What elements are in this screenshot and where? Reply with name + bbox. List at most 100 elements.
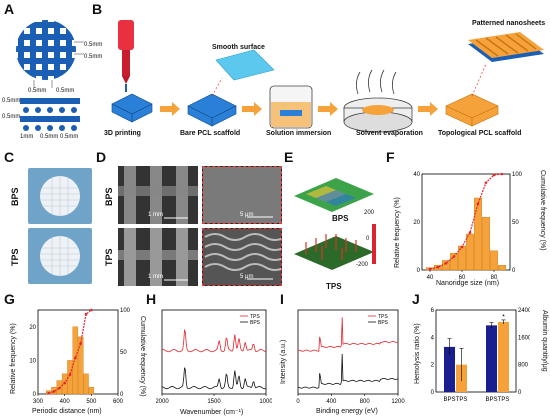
- step-label: Topological PCL scaffold: [438, 130, 522, 137]
- histogram-bar: [77, 336, 84, 395]
- dim-label: 0.5mm: [60, 134, 79, 140]
- grid-side-view: [20, 98, 80, 131]
- afm-tps-surface: [294, 236, 374, 270]
- scale-bar-label: 1 mm: [148, 212, 163, 218]
- x-tick-label: 2000: [156, 399, 169, 405]
- dim-label: 0.5mm: [40, 134, 59, 140]
- printed-scaffold-icon: [111, 93, 153, 123]
- y2-tick-label: 1600: [518, 335, 530, 341]
- cumulative-point: [452, 255, 456, 258]
- panel-b-process: [111, 20, 544, 133]
- dim-label: 0.5mm: [84, 54, 103, 60]
- dim-label: 1mm: [20, 134, 34, 140]
- cumulative-point: [68, 373, 72, 376]
- f-ylabel-right: Cumulative frequency (%): [539, 170, 546, 251]
- y2-tick-label: 100: [120, 308, 131, 314]
- legend-label-tps: TPS: [250, 314, 260, 320]
- series-line-bps: [161, 367, 267, 390]
- cumulative-point: [79, 342, 82, 345]
- bare-scaffold-icon: [187, 93, 237, 127]
- printer-nozzle-icon: [118, 20, 134, 92]
- g-ylabel-left: Relative frequency (%): [10, 323, 17, 394]
- panel-e-afm: [294, 178, 376, 270]
- afm-tick: 0: [366, 236, 370, 242]
- afm-label-tps: TPS: [326, 282, 342, 291]
- arrow-icon: [318, 102, 338, 116]
- plot-frame: [435, 309, 517, 393]
- panel-label-e: E: [284, 149, 294, 165]
- y-tick-label: 2: [431, 363, 435, 369]
- x-category-label: BPS: [485, 397, 497, 403]
- histogram-bar: [497, 264, 506, 271]
- y2-tick-label: 800: [518, 363, 529, 369]
- sem-tps-high: [202, 228, 286, 286]
- series-line-tps: [161, 328, 267, 353]
- g-xlabel: Periodic distance (nm): [32, 408, 102, 415]
- bar-albumin-tps: [498, 321, 509, 392]
- dim-label: 0.5mm: [84, 42, 103, 48]
- series-line-tps: [297, 317, 399, 352]
- cumulative-point: [460, 245, 464, 249]
- y-tick-label: 40: [413, 172, 420, 178]
- cumulative-point: [500, 172, 504, 176]
- histogram-bar: [489, 250, 498, 271]
- dim-label: 0.5mm: [2, 98, 21, 104]
- histogram-bar: [88, 387, 95, 395]
- x-tick-label: 0: [296, 399, 300, 405]
- x-category-label: TPS: [456, 397, 468, 403]
- y-tick-label: 0: [431, 390, 435, 396]
- arrow-icon: [242, 102, 262, 116]
- cumulative-line: [48, 309, 92, 394]
- y-tick-label: 10: [29, 358, 36, 364]
- afm-label-bps: BPS: [332, 214, 349, 223]
- step-label: 3D printing: [104, 130, 141, 137]
- legend-label-bps: BPS: [378, 320, 389, 326]
- y2-tick-label: 0: [120, 392, 124, 398]
- photo-bps: [28, 168, 92, 224]
- panel-label-h: H: [146, 291, 157, 307]
- y2-tick-label: 100: [512, 172, 523, 178]
- cumulative-point: [468, 231, 472, 234]
- histogram-bar: [72, 326, 79, 395]
- dim-label: 0.5mm: [28, 88, 47, 94]
- x-tick-label: 40: [427, 275, 434, 281]
- afm-tick: 200: [364, 210, 375, 216]
- bar-hemolysis-bps: [444, 346, 455, 392]
- x-tick-label: 500: [86, 399, 97, 405]
- j-ylabel-right: Albumin quantity/μg: [541, 310, 548, 372]
- x-tick-label: 1000: [259, 399, 272, 405]
- legend-label-tps: TPS: [378, 314, 388, 320]
- smooth-surface-icon: [215, 49, 275, 81]
- cumulative-point: [484, 181, 488, 184]
- y-tick-label: 20: [29, 325, 36, 331]
- bar-albumin-bps: [486, 325, 497, 392]
- step-label: Bare PCL scaffold: [180, 130, 241, 137]
- x-tick-label: 400: [60, 399, 71, 405]
- dim-label: 0.5mm: [2, 114, 21, 120]
- grid-top-view: [16, 20, 76, 80]
- sem-tps-low: [118, 228, 198, 286]
- x-tick-label: 300: [33, 399, 44, 405]
- plot-frame: [297, 309, 399, 395]
- y2-tick-label: 0: [518, 390, 522, 396]
- panel-label-g: G: [4, 291, 15, 307]
- x-tick-label: 600: [113, 399, 124, 405]
- significance-star: *: [502, 314, 505, 321]
- histogram-bar: [83, 373, 89, 395]
- g-ylabel-right: Cumulative frequency (%): [139, 316, 146, 397]
- x-tick-label: 1200: [391, 399, 405, 405]
- scale-bar-label: 5 μm: [240, 274, 254, 280]
- histogram-bar: [481, 217, 490, 271]
- cumulative-point: [52, 390, 56, 393]
- i-ylabel: Intensity (a.u.): [280, 339, 287, 384]
- chart-f: 40 60 80 0 20 40 0 50 100: [413, 172, 523, 281]
- evaporation-dish-icon: [343, 69, 413, 133]
- panel-label-d: D: [96, 149, 107, 165]
- cumulative-point: [444, 261, 448, 265]
- x-tick-label: 1500: [207, 399, 221, 405]
- panel-label-c: C: [4, 149, 15, 165]
